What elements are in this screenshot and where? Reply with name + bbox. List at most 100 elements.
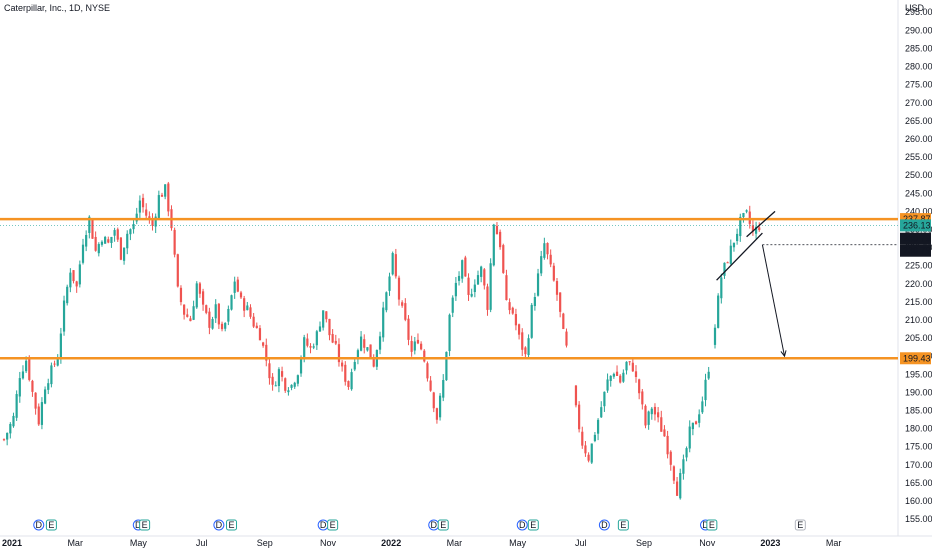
x-tick-label: Mar (67, 538, 83, 548)
earnings-marker (45, 519, 57, 531)
candle-body (157, 195, 160, 219)
candle-body (344, 364, 347, 382)
x-tick-label: May (509, 538, 527, 548)
level-price-label: 237.87 (903, 214, 931, 224)
candle-body (211, 318, 214, 329)
candle-body (104, 236, 107, 244)
candle-body (461, 260, 464, 279)
candle-body (574, 385, 578, 406)
candle-body (467, 277, 470, 295)
candle-body (726, 262, 729, 264)
candle-body (385, 292, 388, 311)
level-price-tag (900, 352, 931, 365)
candle-body (732, 242, 736, 248)
candle-body (43, 389, 47, 404)
candle-body (530, 304, 533, 338)
candle-body (426, 363, 429, 379)
candle-body (625, 361, 628, 371)
candle-body (666, 435, 669, 455)
earnings-marker-label: E (709, 520, 715, 530)
candle-body (647, 411, 650, 425)
candle-body (736, 233, 739, 242)
candle-body (9, 423, 12, 434)
candle-body (603, 391, 606, 407)
candle-body (517, 324, 521, 335)
earnings-marker-label: E (440, 520, 446, 530)
candle-body (483, 269, 486, 286)
candle-body (694, 421, 698, 425)
candle-body (369, 344, 372, 359)
candle-body (549, 254, 552, 265)
candle-body (432, 392, 435, 409)
candle-body (448, 314, 451, 352)
target-price-label: 230.79 (903, 246, 931, 256)
x-tick-label: Jul (196, 538, 208, 548)
dividend-marker (598, 519, 610, 531)
candle-body (214, 304, 217, 319)
candle-body (581, 431, 584, 446)
candle-body (350, 372, 353, 390)
candle-body (312, 346, 315, 348)
candle-body (609, 375, 612, 381)
candle-body (754, 226, 758, 234)
earnings-marker (327, 519, 339, 531)
candle-body (145, 209, 148, 216)
candle-body (470, 293, 473, 297)
candle-body (293, 382, 296, 387)
candle-body (527, 338, 530, 356)
candle-body (107, 239, 110, 243)
candle-body (619, 375, 622, 383)
candle-body (606, 379, 609, 391)
y-tick-label: 170.00 (905, 460, 932, 470)
candle-body (391, 253, 394, 275)
candle-body (12, 415, 15, 427)
y-tick-label: 255.00 (905, 152, 932, 162)
dividend-marker (213, 519, 225, 531)
candle-body (356, 350, 360, 360)
y-tick-label: 260.00 (905, 134, 932, 144)
dividend-marker (516, 519, 528, 531)
candle-body (546, 242, 549, 255)
earnings-marker (794, 519, 806, 531)
candle-body (407, 318, 410, 340)
candle-body (328, 318, 331, 336)
candle-body (723, 262, 726, 276)
candle-body (195, 283, 198, 308)
candle-body (713, 327, 717, 345)
candle-body (685, 448, 688, 458)
candle-body (122, 247, 126, 261)
candle-body (445, 351, 448, 381)
wedge-upper-line (746, 210, 776, 238)
candle-body (325, 311, 328, 320)
candle-body (59, 333, 62, 358)
candle-body (47, 383, 50, 390)
earnings-marker-label: E (330, 520, 336, 530)
candle-body (442, 380, 445, 398)
candle-body (587, 454, 590, 461)
candle-body (160, 194, 164, 197)
candle-body (562, 313, 565, 329)
x-tick-label: Nov (320, 538, 337, 548)
candle-body (154, 216, 157, 227)
dividend-marker-label: D (431, 520, 438, 530)
earnings-marker (139, 519, 151, 531)
candle-body (540, 256, 543, 274)
candle-body (423, 350, 426, 362)
candle-body (94, 236, 97, 251)
earnings-marker-label: E (229, 520, 235, 530)
candle-body (249, 307, 252, 317)
dividend-marker-label: D (135, 520, 142, 530)
y-tick-label: 295.00 (905, 7, 932, 17)
candle-body (290, 384, 293, 388)
earnings-marker (617, 519, 629, 531)
dividend-marker-label: D (702, 520, 709, 530)
candle-body (457, 275, 461, 281)
candle-body (198, 283, 202, 294)
candle-body (751, 225, 755, 232)
earnings-marker (226, 519, 238, 531)
candle-body (110, 236, 113, 243)
candle-body (533, 297, 536, 307)
candle-body (246, 305, 249, 311)
candle-body (631, 362, 634, 372)
